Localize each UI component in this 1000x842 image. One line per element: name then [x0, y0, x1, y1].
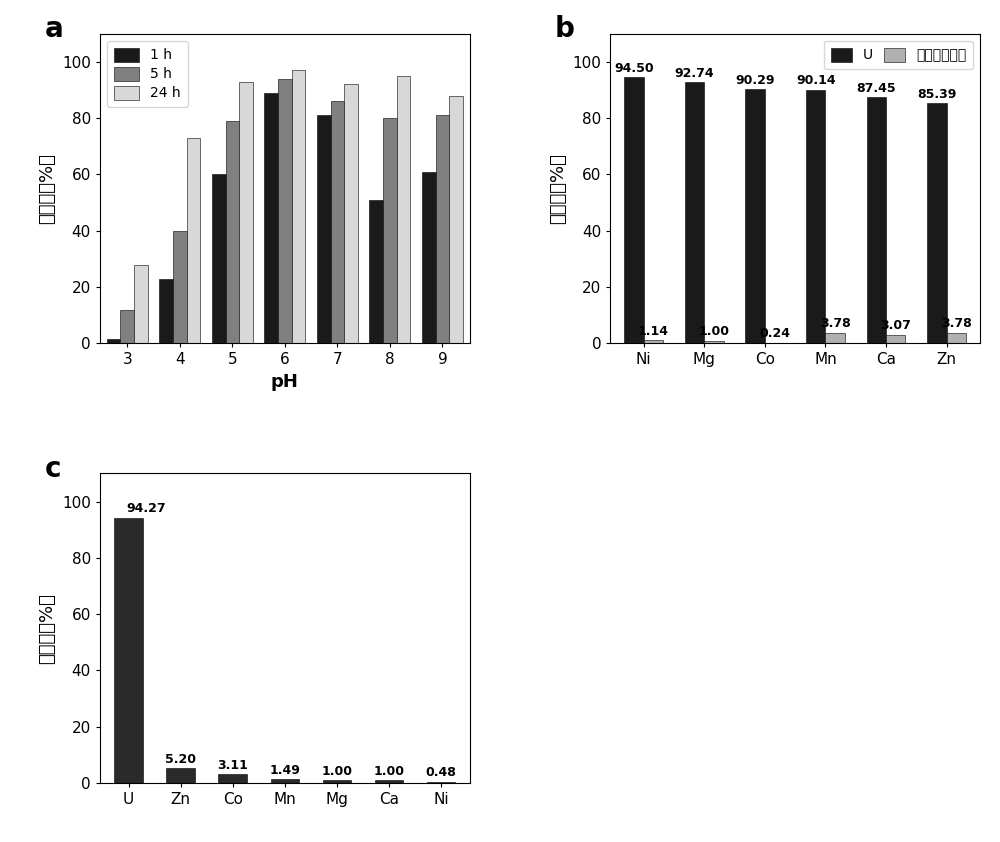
Bar — [624, 77, 644, 344]
Bar — [173, 231, 187, 344]
Text: b: b — [555, 15, 575, 43]
Bar — [134, 264, 148, 344]
Y-axis label: 去除率（%）: 去除率（%） — [549, 153, 567, 224]
Bar — [107, 339, 120, 344]
Y-axis label: 去除率（%）: 去除率（%） — [39, 593, 57, 663]
Text: 3.07: 3.07 — [880, 319, 911, 333]
Bar — [685, 83, 704, 344]
Text: 85.39: 85.39 — [917, 88, 957, 101]
Bar — [806, 89, 825, 344]
Text: 0.24: 0.24 — [759, 328, 790, 340]
Bar — [704, 340, 724, 344]
Bar — [317, 115, 331, 344]
Bar — [369, 200, 383, 344]
Bar — [239, 82, 253, 344]
X-axis label: pH: pH — [271, 373, 299, 391]
Text: c: c — [45, 455, 61, 482]
Text: 1.00: 1.00 — [698, 325, 729, 338]
Bar — [323, 781, 351, 783]
Bar — [825, 333, 845, 344]
Text: 1.49: 1.49 — [269, 764, 300, 776]
Text: 92.74: 92.74 — [675, 67, 714, 80]
Bar — [226, 121, 239, 344]
Legend: U, 其他金属离子: U, 其他金属离子 — [824, 40, 973, 69]
Bar — [867, 97, 886, 344]
Text: 94.50: 94.50 — [614, 62, 654, 75]
Bar — [375, 781, 403, 783]
Bar — [886, 335, 905, 344]
Bar — [212, 174, 226, 344]
Bar — [449, 96, 463, 344]
Bar — [422, 172, 436, 344]
Bar — [344, 84, 358, 344]
Bar — [383, 118, 397, 344]
Bar — [397, 76, 410, 344]
Text: 94.27: 94.27 — [126, 503, 166, 515]
Text: 5.20: 5.20 — [165, 754, 196, 766]
Text: 1.14: 1.14 — [638, 325, 669, 338]
Text: 90.29: 90.29 — [735, 74, 775, 87]
Text: 87.45: 87.45 — [857, 82, 896, 95]
Bar — [114, 518, 143, 783]
Text: 1.00: 1.00 — [374, 765, 405, 778]
Bar — [278, 78, 292, 344]
Bar — [427, 781, 455, 783]
Legend: 1 h, 5 h, 24 h: 1 h, 5 h, 24 h — [107, 40, 188, 107]
Bar — [331, 101, 344, 344]
Bar — [644, 340, 663, 344]
Text: 3.11: 3.11 — [217, 759, 248, 772]
Text: 1.00: 1.00 — [321, 765, 352, 778]
Bar — [745, 89, 765, 344]
Text: 0.48: 0.48 — [426, 766, 457, 780]
Bar — [947, 333, 966, 344]
Bar — [187, 138, 200, 344]
Y-axis label: 去除率（%）: 去除率（%） — [39, 153, 57, 224]
Text: 90.14: 90.14 — [796, 74, 836, 88]
Bar — [927, 103, 947, 344]
Text: 3.78: 3.78 — [941, 317, 972, 330]
Bar — [436, 115, 449, 344]
Bar — [166, 769, 195, 783]
Bar — [271, 779, 299, 783]
Bar — [120, 310, 134, 344]
Bar — [159, 279, 173, 344]
Bar — [218, 775, 247, 783]
Text: a: a — [45, 15, 63, 43]
Text: 3.78: 3.78 — [820, 317, 851, 330]
Bar — [264, 93, 278, 344]
Bar — [292, 70, 305, 344]
